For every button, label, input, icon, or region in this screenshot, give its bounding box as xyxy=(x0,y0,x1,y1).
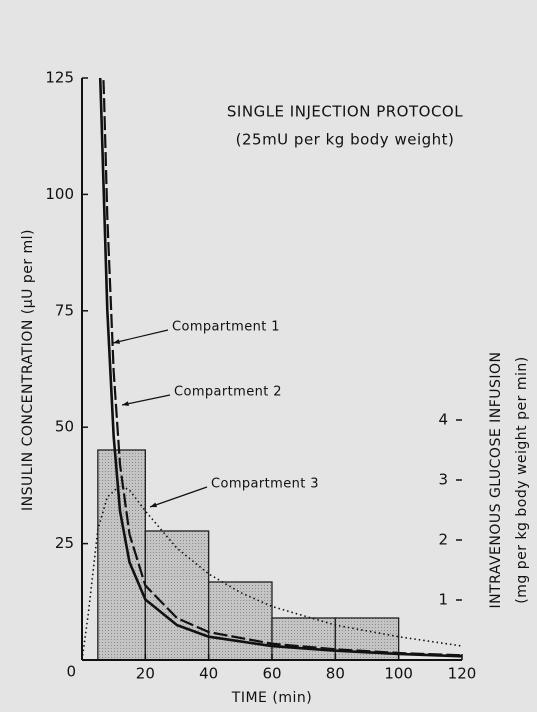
annotation-arrow xyxy=(149,486,208,508)
series-line xyxy=(98,78,462,658)
y-tick-label: 75 xyxy=(55,301,74,319)
annotation-arrow xyxy=(112,329,169,344)
histogram-bar xyxy=(97,449,146,661)
series-label: Compartment 1 xyxy=(172,320,280,335)
y-tick-label: 100 xyxy=(45,185,74,203)
y-tick-label: 50 xyxy=(55,418,74,436)
series-line xyxy=(102,78,462,657)
y2-axis-sublabel: (mg per kg body weight per min) xyxy=(514,356,530,603)
x-tick-label: 120 xyxy=(448,665,477,683)
y-tick-label: 125 xyxy=(45,69,74,87)
arrow-head xyxy=(150,502,157,508)
y2-tick-label: 2 xyxy=(438,531,448,549)
x-tick-label: 100 xyxy=(384,665,413,683)
chart-subtitle: (25mU per kg body weight) xyxy=(236,131,455,149)
arrow-head xyxy=(122,401,129,407)
annotation-arrow xyxy=(121,394,171,406)
y2-tick-label: 3 xyxy=(438,471,448,489)
histogram-bar xyxy=(271,617,336,661)
y2-tick-label: 1 xyxy=(438,591,448,609)
chart-title: SINGLE INJECTION PROTOCOL xyxy=(227,103,463,121)
y-axis-label: INSULIN CONCENTRATION (µU per ml) xyxy=(20,229,36,511)
histogram-bar xyxy=(208,581,273,661)
x-tick-label: 80 xyxy=(326,665,345,683)
series-label: Compartment 3 xyxy=(211,477,319,492)
y-tick-label: 0 xyxy=(66,663,76,681)
y2-tick-label: 4 xyxy=(438,411,448,429)
y2-axis-label: INTRAVENOUS GLUCOSE INFUSION xyxy=(488,351,504,608)
x-axis-label: TIME (min) xyxy=(231,690,312,706)
x-tick-label: 40 xyxy=(199,665,218,683)
x-tick-label: 60 xyxy=(262,665,281,683)
x-tick-label: 20 xyxy=(136,665,155,683)
series-label: Compartment 2 xyxy=(174,385,282,400)
series-line xyxy=(82,484,462,660)
arrow-head xyxy=(113,339,120,344)
plot-area xyxy=(82,78,462,660)
y-tick-label: 25 xyxy=(55,534,74,552)
